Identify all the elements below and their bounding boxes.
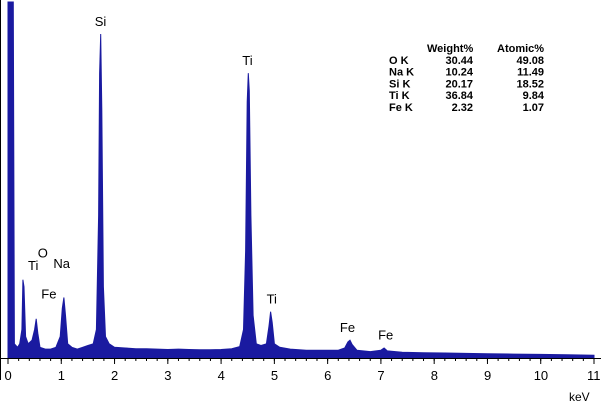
table-header: Atomic% (497, 43, 544, 55)
peak-label: Ti (267, 292, 277, 307)
x-axis-label: keV (569, 390, 590, 404)
table-cell: 10.24 (445, 67, 473, 79)
table-cell: Ti K (389, 90, 410, 102)
x-tick-label: 5 (271, 368, 278, 383)
x-tick-label: 9 (484, 368, 491, 383)
x-tick-label: 10 (534, 368, 548, 383)
peak-label: Fe (378, 327, 393, 342)
x-tick-label: 7 (377, 368, 384, 383)
x-tick-label: 8 (431, 368, 438, 383)
peak-label: O (38, 245, 48, 260)
table-cell: 49.08 (516, 55, 544, 67)
peak-label: Ti (28, 258, 38, 273)
x-tick-label: 2 (111, 368, 118, 383)
x-tick-label: 11 (587, 368, 601, 383)
peak-label: Na (53, 256, 70, 271)
x-axis: 0 1 2 3 4 5 6 7 8 9 10 11 (0, 358, 601, 383)
table-cell: 11.49 (517, 67, 544, 79)
table-header: Weight% (427, 43, 473, 55)
table-cell: 36.84 (445, 90, 473, 102)
spectrum-series (7, 1, 595, 359)
peak-label: Ti (242, 53, 252, 68)
table-cell: 2.32 (452, 102, 473, 114)
table-cell: 18.52 (516, 78, 544, 90)
table-cell: 1.07 (523, 102, 544, 114)
x-tick-label: 0 (5, 368, 12, 383)
x-tick-label: 6 (324, 368, 331, 383)
x-tick-label: 3 (164, 368, 171, 383)
table-cell: 30.44 (445, 55, 473, 67)
table-cell: Si K (389, 78, 410, 90)
x-tick-label: 1 (58, 368, 65, 383)
plot-area (7, 1, 595, 359)
table-cell: Fe K (389, 102, 413, 114)
table-cell: 20.17 (445, 78, 473, 90)
peak-label: Fe (41, 287, 56, 302)
table-cell: Na K (389, 67, 414, 79)
peak-label: Fe (340, 320, 355, 335)
peak-label: Si (95, 14, 107, 29)
quantification-table: Weight% Atomic% O K 30.44 49.08 Na K 10.24 11.4… (389, 43, 545, 114)
table-cell: 9.84 (523, 90, 545, 102)
table-cell: O K (389, 55, 409, 67)
x-tick-label: 4 (218, 368, 225, 383)
